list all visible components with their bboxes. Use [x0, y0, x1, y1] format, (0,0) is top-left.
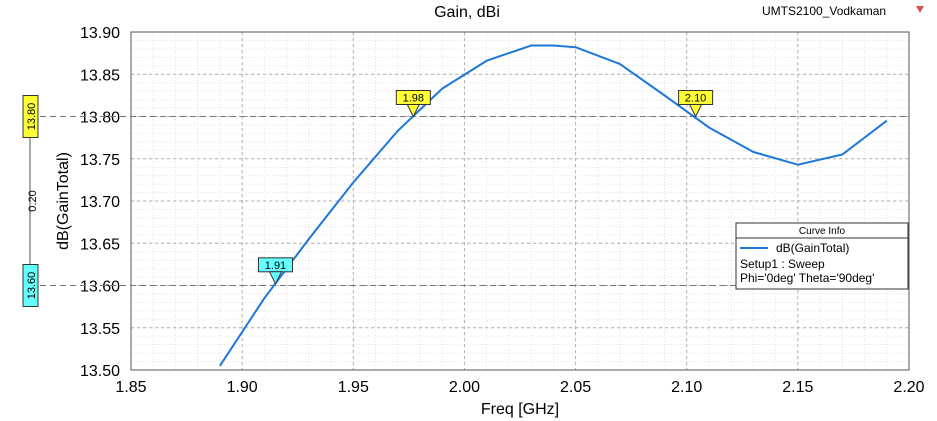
legend-title: Curve Info [799, 226, 846, 237]
series-point [440, 86, 445, 91]
y-marker-label: 13.60 [26, 272, 38, 300]
series-line [219, 44, 888, 367]
y-marker-label: 13.80 [26, 103, 38, 131]
marker-label: 1.98 [403, 93, 424, 105]
x-tick-label: 2.10 [671, 379, 702, 396]
x-tick-label: 1.95 [338, 379, 369, 396]
y-axis-label: dB(GainTotal) [55, 152, 72, 250]
marker-label: 2.10 [685, 93, 706, 105]
series-point [706, 125, 711, 130]
y-tick-label: 13.85 [80, 67, 120, 84]
legend-line-2: Phi='0deg' Theta='90deg' [740, 271, 874, 285]
design-name: UMTS2100_Vodkaman [762, 4, 886, 18]
series-point [262, 296, 267, 301]
x-tick-label: 2.15 [782, 379, 813, 396]
y-tick-label: 13.90 [80, 25, 120, 42]
y-tick-label: 13.75 [80, 152, 120, 169]
y-tick-label: 13.65 [80, 236, 120, 253]
y-tick-label: 13.70 [80, 194, 120, 211]
x-tick-label: 2.20 [893, 379, 924, 396]
series-point [529, 43, 534, 48]
x-axis-label: Freq [GHz] [481, 401, 559, 418]
series-point [751, 149, 756, 154]
y-tick-labels: 13.50 13.55 13.60 13.65 13.70 13.75 13.80 13.85… [80, 25, 120, 380]
series-group [217, 43, 889, 368]
y-delta-label: 0.20 [27, 190, 39, 211]
plot-frame [130, 31, 910, 371]
x-tick-labels: 1.85 1.90 1.95 2.00 2.05 2.10 2.15 2.20 [115, 379, 924, 396]
y-tick-label: 13.60 [80, 279, 120, 296]
series-point [484, 58, 489, 63]
series-point [551, 43, 556, 48]
y-tick-label: 13.50 [80, 363, 120, 380]
x-tick-label: 2.00 [449, 379, 480, 396]
chart-title: Gain, dBi [434, 4, 500, 21]
y-tick-label: 13.55 [80, 321, 120, 338]
close-icon[interactable] [916, 6, 924, 13]
x-tick-label: 2.05 [560, 379, 591, 396]
legend[interactable]: Curve Info dB(GainTotal) Setup1 : Sweep … [735, 222, 909, 290]
legend-box [735, 222, 909, 290]
y-tick-label: 13.80 [80, 110, 120, 127]
series-point [840, 152, 845, 157]
series-point [573, 45, 578, 50]
marker-label: 1.91 [265, 260, 286, 272]
series-point [618, 62, 623, 67]
marker-triangle [406, 104, 421, 118]
legend-line-1: Setup1 : Sweep [740, 257, 825, 271]
marker-triangle [688, 104, 703, 118]
x-tick-label: 1.85 [115, 379, 146, 396]
series-point [662, 93, 667, 98]
series-point [795, 162, 800, 167]
series-point [395, 128, 400, 133]
series-point [884, 118, 889, 123]
marker-triangle [268, 271, 283, 285]
legend-entry: dB(GainTotal) [776, 241, 849, 255]
x-tick-label: 1.90 [227, 379, 258, 396]
series-point [351, 180, 356, 185]
series-point [306, 237, 311, 242]
marker-group: 1.91 1.98 2.10 [257, 90, 714, 285]
grid [130, 31, 910, 371]
series-point [217, 363, 222, 368]
